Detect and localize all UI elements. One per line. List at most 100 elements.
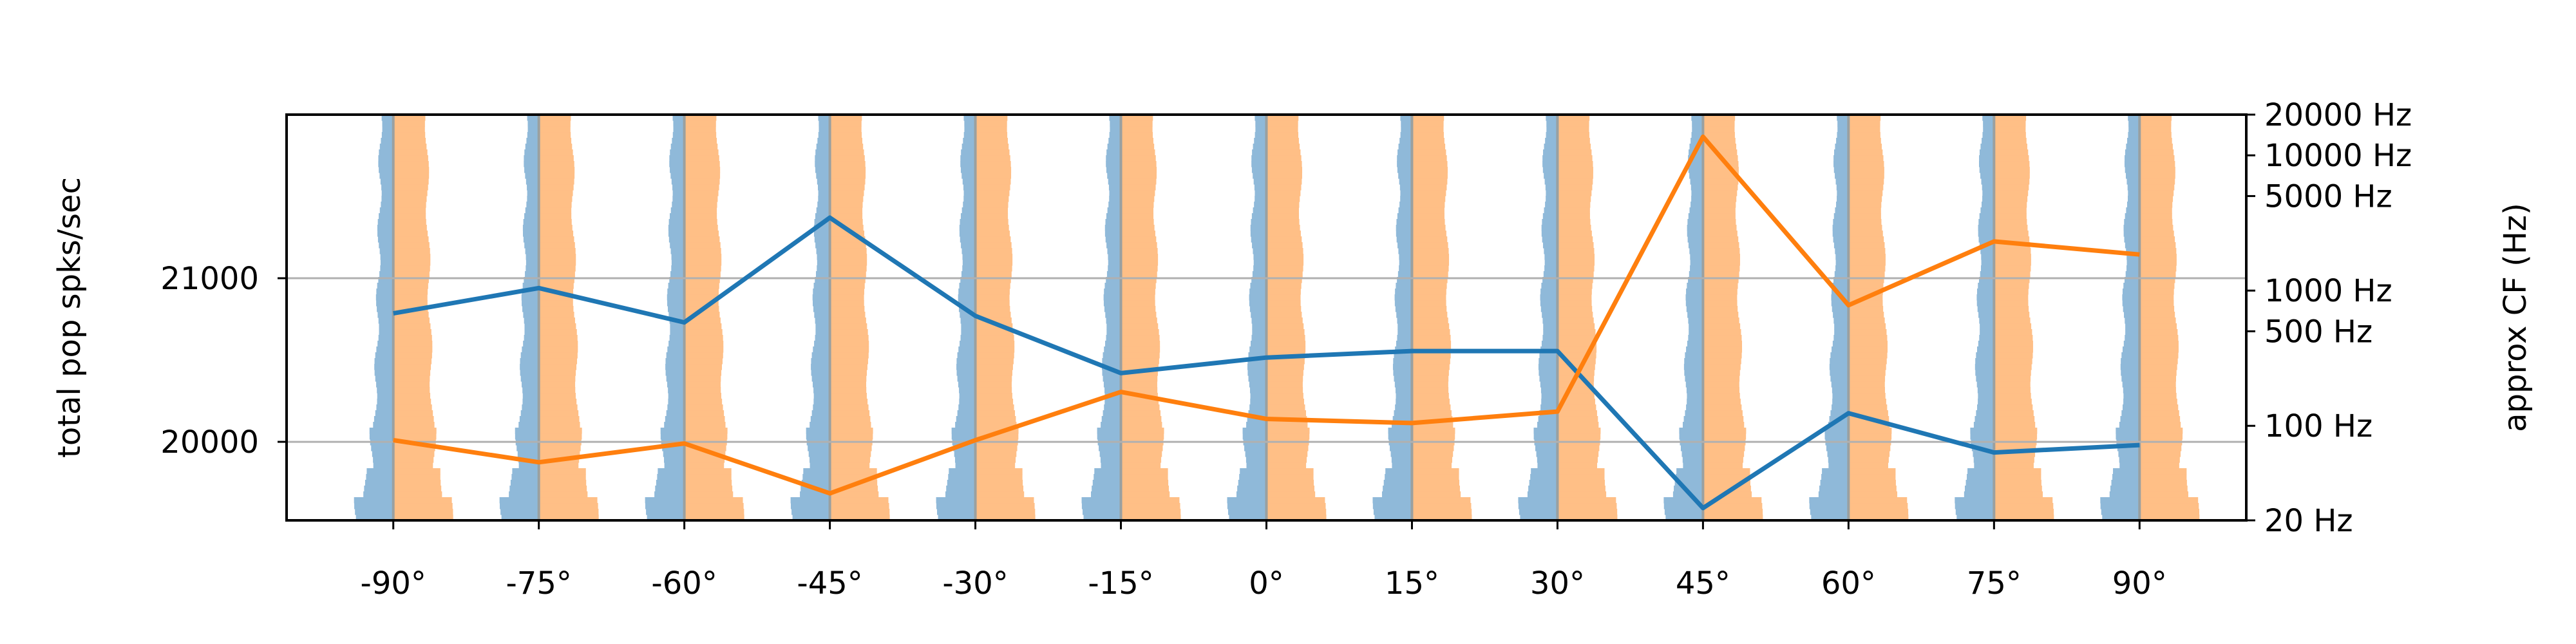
cf-bin-blue bbox=[1980, 173, 1994, 179]
cf-bin-orange bbox=[2139, 231, 2174, 237]
cf-bin-blue bbox=[1383, 486, 1412, 492]
cf-bin-blue bbox=[1103, 375, 1121, 382]
cf-bin-orange bbox=[1703, 404, 1742, 411]
cf-bin-orange bbox=[1266, 346, 1306, 353]
cf-bin-blue bbox=[1397, 149, 1412, 156]
cf-bin-orange bbox=[538, 283, 574, 289]
cf-bin-orange bbox=[1557, 329, 1596, 336]
cf-bin-orange bbox=[829, 341, 869, 347]
cf-bin-orange bbox=[1121, 468, 1168, 475]
cf-bin-orange bbox=[538, 277, 574, 283]
cf-bin-blue bbox=[1388, 433, 1412, 440]
y-axis-label: total pop spks/sec bbox=[52, 177, 88, 458]
cf-bin-blue bbox=[2122, 294, 2140, 301]
cf-bin-orange bbox=[1557, 457, 1598, 463]
cf-center-line bbox=[2138, 115, 2141, 520]
cf-bin-blue bbox=[1686, 289, 1703, 295]
cf-bin-orange bbox=[829, 306, 865, 312]
cf-bin-orange bbox=[1703, 254, 1740, 260]
cf-bin-blue bbox=[1974, 462, 1994, 469]
cf-bin-orange bbox=[393, 173, 430, 179]
cf-bin-orange bbox=[1266, 213, 1300, 220]
cf-bin-blue bbox=[1835, 265, 1849, 272]
cf-bin-orange bbox=[1121, 173, 1157, 179]
cf-bin-blue bbox=[1978, 231, 1994, 237]
cf-bin-orange bbox=[975, 346, 1015, 353]
cf-bin-orange bbox=[1994, 445, 2036, 451]
cf-bin-blue bbox=[1246, 422, 1267, 428]
cf-bin-blue bbox=[1397, 155, 1412, 162]
cf-bin-blue bbox=[671, 260, 685, 266]
cf-bin-blue bbox=[1105, 219, 1121, 225]
cf-bin-orange bbox=[393, 445, 435, 451]
cf-bin-blue bbox=[371, 445, 393, 451]
cf-bin-blue bbox=[1104, 283, 1121, 289]
cf-bin-orange bbox=[1412, 433, 1455, 440]
cf-bin-blue bbox=[374, 358, 393, 365]
cf-bin-orange bbox=[393, 219, 426, 225]
series-lines bbox=[393, 134, 2140, 511]
cf-bin-blue bbox=[2126, 260, 2140, 266]
cf-bin-orange bbox=[538, 323, 576, 330]
cf-bin-blue bbox=[1976, 410, 1994, 417]
cf-bin-blue bbox=[2100, 503, 2140, 509]
cf-bin-orange bbox=[829, 271, 866, 278]
cf-bin-blue bbox=[1836, 138, 1849, 144]
cf-bin-blue bbox=[1105, 341, 1121, 347]
cf-bin-blue bbox=[1690, 254, 1703, 260]
cf-bin-blue bbox=[1109, 115, 1121, 121]
cf-bin-blue bbox=[2125, 317, 2140, 324]
cf-bin-orange bbox=[393, 329, 431, 336]
cf-bin-blue bbox=[2125, 167, 2140, 173]
cf-bin-orange bbox=[1412, 422, 1454, 428]
cf-bin-orange bbox=[829, 312, 866, 318]
cf-bin-orange bbox=[829, 451, 871, 457]
cf-bin-orange bbox=[1848, 515, 1909, 521]
cf-bin-orange bbox=[538, 393, 576, 399]
cf-bin-orange bbox=[1266, 387, 1303, 393]
cf-bin-blue bbox=[2128, 115, 2140, 121]
cf-bin-orange bbox=[1848, 317, 1885, 324]
cf-bin-orange bbox=[2139, 486, 2188, 492]
cf-bin-orange bbox=[1121, 271, 1157, 278]
cf-bin-orange bbox=[1703, 138, 1736, 144]
cf-bin-orange bbox=[975, 306, 1010, 312]
cf-bin-orange bbox=[829, 399, 868, 405]
cf-bin-orange bbox=[829, 364, 867, 370]
cf-bin-blue bbox=[667, 294, 685, 301]
cf-bin-blue bbox=[1978, 236, 1994, 243]
cf-bin-blue bbox=[1982, 184, 1994, 191]
cf-bin-orange bbox=[1557, 410, 1597, 417]
cf-bin-orange bbox=[829, 294, 864, 301]
cf-bin-blue bbox=[2125, 335, 2140, 341]
cf-bin-orange bbox=[1266, 173, 1302, 179]
cf-bin-blue bbox=[2121, 370, 2140, 376]
cf-center-line bbox=[1993, 115, 1996, 520]
cf-bin-orange bbox=[1121, 312, 1157, 318]
cf-bin-blue bbox=[1107, 207, 1121, 214]
cf-bin-orange bbox=[1994, 375, 2031, 382]
cf-bin-orange bbox=[829, 509, 890, 515]
cf-bin-orange bbox=[393, 457, 434, 463]
cf-bin-blue bbox=[645, 497, 685, 504]
cf-bin-orange bbox=[393, 260, 431, 266]
cf-bin-orange bbox=[1994, 265, 2031, 272]
cf-bin-blue bbox=[2119, 422, 2140, 428]
cf-bin-blue bbox=[382, 120, 393, 127]
cf-bin-blue bbox=[964, 126, 976, 133]
cf-bin-orange bbox=[1121, 294, 1155, 301]
cf-bin-orange bbox=[2139, 387, 2176, 393]
cf-bin-orange bbox=[1703, 393, 1740, 399]
cf-bin-orange bbox=[1266, 120, 1298, 127]
cf-distribution-2 bbox=[645, 115, 744, 521]
cf-bin-blue bbox=[1821, 474, 1849, 480]
cf-bin-orange bbox=[1848, 254, 1886, 260]
cf-bin-orange bbox=[1848, 213, 1881, 220]
cf-bin-orange bbox=[829, 213, 863, 220]
cf-bin-orange bbox=[1121, 358, 1159, 365]
cf-bin-blue bbox=[1106, 277, 1121, 283]
cf-bin-blue bbox=[817, 265, 830, 272]
cf-bin-blue bbox=[1970, 428, 1994, 434]
cf-bin-blue bbox=[1398, 173, 1412, 179]
cf-bin-orange bbox=[2139, 306, 2175, 312]
